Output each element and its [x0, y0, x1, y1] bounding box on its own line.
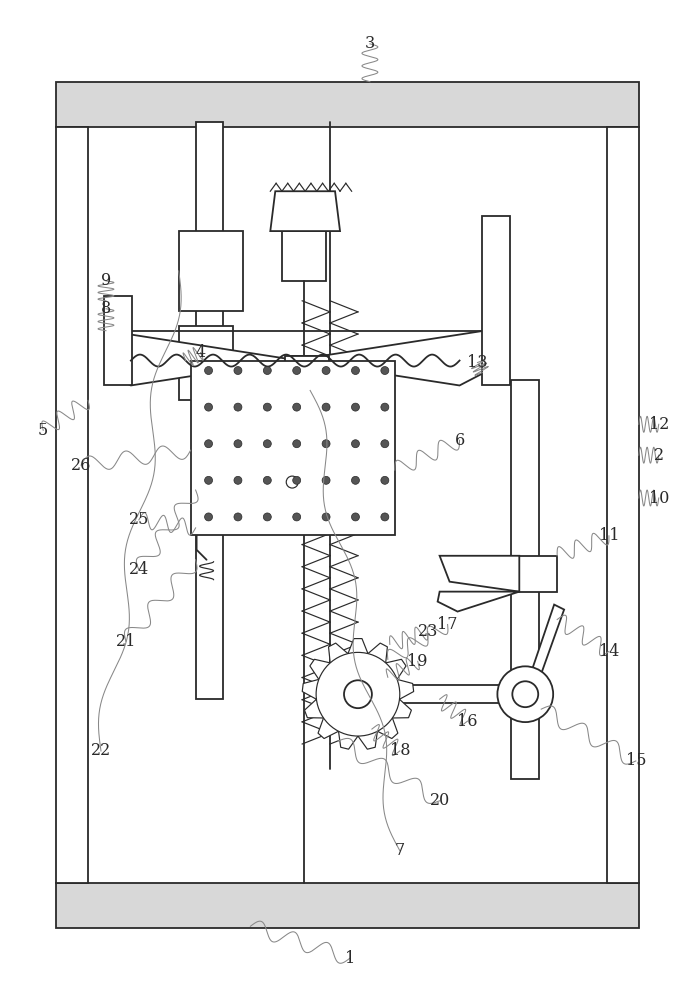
Text: 24: 24 — [129, 561, 149, 578]
Bar — [285, 356, 329, 390]
Circle shape — [264, 367, 271, 375]
Circle shape — [381, 440, 389, 448]
Circle shape — [205, 476, 212, 484]
Text: 23: 23 — [417, 623, 438, 640]
Circle shape — [293, 367, 301, 375]
Bar — [179, 231, 244, 311]
Polygon shape — [519, 605, 564, 707]
Circle shape — [234, 403, 242, 411]
Polygon shape — [302, 639, 414, 749]
Polygon shape — [106, 331, 484, 385]
Circle shape — [264, 476, 271, 484]
Circle shape — [293, 476, 301, 484]
Text: 8: 8 — [101, 300, 111, 317]
Text: 18: 18 — [390, 742, 410, 759]
Text: 5: 5 — [38, 422, 48, 439]
Circle shape — [205, 513, 212, 521]
Bar — [358, 685, 518, 703]
Circle shape — [205, 403, 212, 411]
Text: 4: 4 — [196, 344, 206, 361]
Text: 3: 3 — [365, 35, 375, 52]
Circle shape — [293, 513, 301, 521]
Text: 25: 25 — [129, 511, 149, 528]
Circle shape — [498, 666, 553, 722]
Circle shape — [352, 476, 359, 484]
Text: 20: 20 — [430, 792, 450, 809]
Text: 17: 17 — [437, 616, 458, 633]
Text: 1: 1 — [345, 950, 355, 967]
Bar — [607, 127, 639, 883]
Circle shape — [205, 367, 212, 375]
Circle shape — [322, 403, 330, 411]
Polygon shape — [437, 592, 519, 612]
Circle shape — [234, 476, 242, 484]
Circle shape — [352, 403, 359, 411]
Circle shape — [352, 367, 359, 375]
Circle shape — [264, 513, 271, 521]
Bar — [511, 380, 539, 779]
Circle shape — [381, 403, 389, 411]
Bar — [282, 231, 326, 281]
Text: 14: 14 — [599, 643, 619, 660]
Circle shape — [322, 440, 330, 448]
Polygon shape — [271, 191, 340, 231]
Text: 11: 11 — [599, 527, 619, 544]
Circle shape — [293, 440, 301, 448]
Circle shape — [322, 476, 330, 484]
Circle shape — [264, 440, 271, 448]
Text: 15: 15 — [626, 752, 646, 769]
Text: 19: 19 — [408, 653, 428, 670]
Bar — [482, 216, 510, 385]
Bar — [190, 361, 395, 535]
Text: 26: 26 — [71, 457, 91, 474]
Circle shape — [264, 403, 271, 411]
Bar — [56, 127, 88, 883]
Polygon shape — [439, 556, 519, 592]
Circle shape — [205, 440, 212, 448]
Text: 10: 10 — [648, 490, 669, 507]
Text: 13: 13 — [467, 354, 488, 371]
Circle shape — [234, 440, 242, 448]
Text: 6: 6 — [455, 432, 464, 449]
Circle shape — [293, 403, 301, 411]
Circle shape — [352, 440, 359, 448]
Text: 16: 16 — [457, 713, 477, 730]
Text: 22: 22 — [91, 742, 111, 759]
Bar — [104, 296, 132, 385]
Bar — [56, 883, 639, 928]
Circle shape — [352, 513, 359, 521]
Bar — [179, 326, 233, 400]
Circle shape — [316, 652, 400, 736]
Circle shape — [381, 367, 389, 375]
Bar — [56, 82, 639, 127]
Circle shape — [344, 680, 372, 708]
Circle shape — [234, 367, 242, 375]
Circle shape — [234, 513, 242, 521]
Text: 12: 12 — [648, 416, 669, 433]
Text: 9: 9 — [101, 272, 111, 289]
Circle shape — [381, 513, 389, 521]
Text: 2: 2 — [654, 447, 664, 464]
Circle shape — [322, 513, 330, 521]
Bar — [196, 430, 228, 490]
Bar — [519, 556, 557, 592]
Bar — [196, 122, 224, 699]
Circle shape — [512, 681, 538, 707]
Circle shape — [381, 476, 389, 484]
Circle shape — [286, 476, 298, 488]
Circle shape — [322, 367, 330, 375]
Text: 7: 7 — [394, 842, 405, 859]
Text: 21: 21 — [116, 633, 136, 650]
